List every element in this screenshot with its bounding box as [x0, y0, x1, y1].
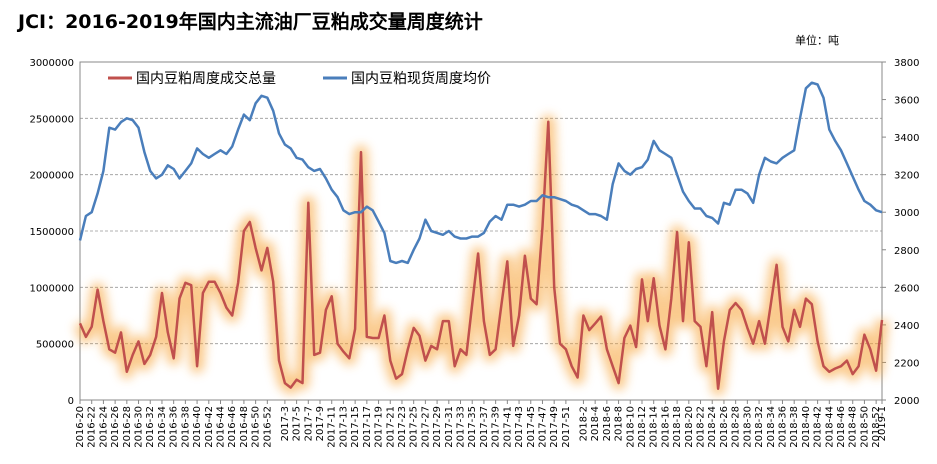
- x-tick-label: 2018-28: [731, 406, 742, 448]
- x-tick-label: 2018-38: [789, 406, 800, 448]
- data-line: [78, 120, 884, 390]
- x-tick-label: 2016-32: [145, 406, 156, 448]
- x-tick-label: 2017-49: [549, 406, 560, 448]
- x-tick-label: 2017-23: [397, 406, 408, 448]
- x-tick-label: 2018-8: [614, 406, 625, 441]
- chart-title: JCI：2016-2019年国内主流油厂豆粕成交量周度统计: [16, 10, 483, 33]
- x-tick-label: 2017-39: [491, 406, 502, 448]
- x-tick-label: 2018-12: [637, 406, 648, 448]
- x-tick-label: 2017-27: [420, 406, 431, 448]
- x-tick-label: 2018-2: [578, 406, 589, 441]
- x-tick-label: 2016-38: [180, 406, 191, 448]
- x-tick-label: 2018-24: [707, 406, 718, 448]
- y-tick-label: 1000000: [29, 283, 74, 294]
- x-tick-label: 2017-25: [409, 406, 420, 448]
- x-tick-label: 2016-26: [110, 406, 121, 448]
- y-tick-label: 1500000: [29, 227, 74, 238]
- y2-tick-label: 2800: [894, 246, 919, 257]
- y2-tick-label: 2000: [894, 396, 919, 407]
- x-tick-label: 2018-20: [684, 406, 695, 448]
- y2-tick-label: 2600: [894, 283, 919, 294]
- x-tick-label: 2018-30: [742, 406, 753, 448]
- x-tick-label: 2016-34: [157, 406, 168, 448]
- y2-tick-label: 3200: [894, 171, 919, 182]
- x-tick-label: 2017-31: [444, 406, 455, 448]
- x-tick-label: 2016-40: [192, 406, 203, 448]
- x-tick-label: 2016-36: [169, 406, 180, 448]
- x-tick-label: 2016-24: [98, 406, 109, 448]
- x-tick-label: 2018-16: [660, 406, 671, 448]
- x-tick-label: 2016-30: [134, 406, 145, 448]
- x-tick-label: 2016-52: [262, 406, 273, 448]
- data-line: [78, 81, 883, 265]
- legend-label: 国内豆粕周度成交总量: [136, 70, 276, 87]
- x-tick-label: 2016-28: [122, 406, 133, 448]
- x-tick-label: 2018-6: [602, 406, 613, 441]
- y2-tick-label: 3400: [894, 133, 919, 144]
- x-tick-label: 2017-37: [479, 406, 490, 448]
- x-tick-label: 2018-52: [871, 406, 882, 448]
- x-tick-label: 2017-9: [315, 406, 326, 441]
- y-tick-label: 500000: [36, 340, 74, 351]
- x-tick-label: 2017-29: [432, 406, 443, 448]
- line-glow: [73, 114, 889, 396]
- x-tick-label: 2018-18: [672, 406, 683, 448]
- x-tick-label: 2017-43: [514, 406, 525, 448]
- y2-tick-label: 3000: [894, 208, 919, 219]
- y-tick-label: 3000000: [29, 58, 74, 69]
- x-tick-label: 2018-48: [848, 406, 859, 448]
- x-tick-label: 2018-34: [766, 406, 777, 448]
- x-tick-label: 2017-33: [456, 406, 467, 448]
- x-tick-label: 2016-46: [227, 406, 238, 448]
- x-tick-label: 2018-10: [625, 406, 636, 448]
- x-tick-label: 2017-47: [537, 406, 548, 448]
- x-tick-label: 2016-48: [239, 406, 250, 448]
- x-tick-label: 2017-51: [561, 406, 572, 448]
- y-tick-label: 2500000: [29, 114, 74, 125]
- x-tick-label: 2017-15: [350, 406, 361, 448]
- x-tick-label: 2016-42: [204, 406, 215, 448]
- y-tick-label: 0: [68, 396, 74, 407]
- unit-label: 单位：吨: [795, 33, 839, 47]
- x-tick-label: 2016-50: [251, 406, 262, 448]
- x-tick-label: 2018-50: [859, 406, 870, 448]
- x-tick-label: 2017-5: [292, 406, 303, 441]
- y2-tick-label: 2400: [894, 321, 919, 332]
- x-tick-label: 2017-13: [338, 406, 349, 448]
- x-tick-label: 2018-44: [824, 406, 835, 448]
- x-tick-label: 2017-41: [502, 406, 513, 448]
- x-tick-label: 2018-46: [836, 406, 847, 448]
- x-tick-label: 2018-42: [813, 406, 824, 448]
- x-tick-label: 2017-35: [467, 406, 478, 448]
- x-tick-label: 2017-17: [362, 406, 373, 448]
- x-tick-label: 2016-20: [75, 406, 86, 448]
- x-tick-label: 2018-14: [649, 406, 660, 448]
- x-tick-label: 2019-1: [877, 406, 888, 441]
- plot-frame: [79, 61, 883, 401]
- x-tick-label: 2016-44: [215, 406, 226, 448]
- y2-tick-label: 3600: [894, 96, 919, 107]
- x-tick-label: 2017-11: [327, 406, 338, 448]
- x-tick-label: 2018-4: [590, 406, 601, 441]
- x-tick-label: 2017-19: [374, 406, 385, 448]
- x-tick-label: 2018-40: [801, 406, 812, 448]
- y2-tick-label: 2200: [894, 358, 919, 369]
- x-tick-label: 2017-21: [385, 406, 396, 448]
- x-tick-label: 2018-36: [777, 406, 788, 448]
- legend-label: 国内豆粕现货周度均价: [351, 70, 491, 87]
- y-tick-label: 2000000: [29, 171, 74, 182]
- x-tick-label: 2018-32: [754, 406, 765, 448]
- x-tick-label: 2017-7: [303, 406, 314, 441]
- x-tick-label: 2017-3: [280, 406, 291, 441]
- x-tick-label: 2017-45: [526, 406, 537, 448]
- x-tick-label: 2018-26: [719, 406, 730, 448]
- x-tick-label: 2016-22: [87, 406, 98, 448]
- y2-tick-label: 3800: [894, 58, 919, 69]
- x-tick-label: 2018-22: [696, 406, 707, 448]
